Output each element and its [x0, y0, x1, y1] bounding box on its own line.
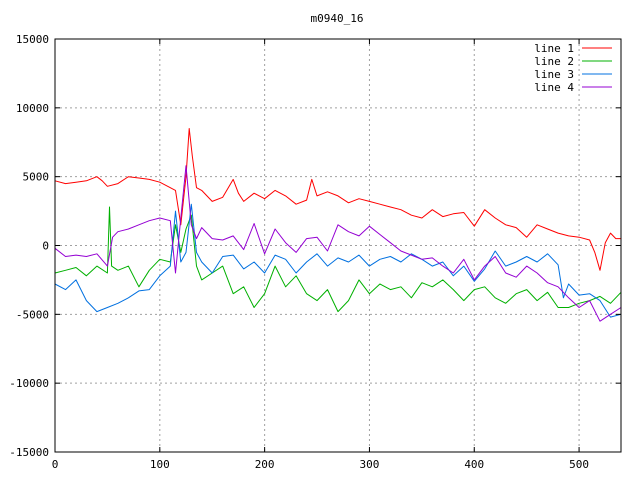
x-tick-label: 300: [360, 458, 380, 471]
y-tick-label: -15000: [9, 446, 49, 459]
x-tick-label: 500: [569, 458, 589, 471]
y-tick-label: 10000: [16, 102, 49, 115]
grid: [55, 39, 621, 452]
x-tick-label: 0: [52, 458, 59, 471]
axis-ticks: 0 100 200 300 400 500 -15000 -10000 -5000 0 5000 10…: [9, 33, 621, 471]
legend-entry-label: line 1: [534, 42, 574, 55]
legend-entry-label: line 4: [534, 81, 574, 94]
chart-title: m0940_16: [311, 12, 364, 25]
y-tick-label: 0: [42, 240, 49, 253]
series-lines: [54, 128, 622, 322]
x-tick-label: 100: [150, 458, 170, 471]
y-tick-label: -5000: [16, 308, 49, 321]
x-tick-label: 200: [255, 458, 275, 471]
y-tick-label: 5000: [23, 171, 50, 184]
series-line-4: [54, 165, 622, 322]
y-tick-label: -10000: [9, 377, 49, 390]
series-line-2: [54, 206, 622, 313]
series-line-3: [54, 203, 622, 318]
legend-entry-label: line 2: [534, 55, 574, 68]
legend-entry-label: line 3: [534, 68, 574, 81]
x-tick-label: 400: [464, 458, 484, 471]
y-tick-label: 15000: [16, 33, 49, 46]
series-line-1: [54, 128, 621, 271]
